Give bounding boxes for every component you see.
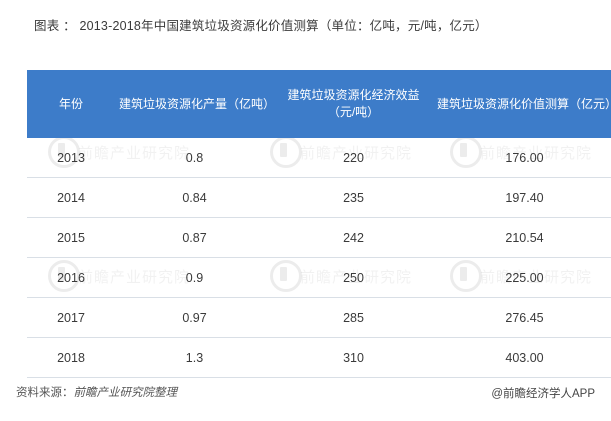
- table-row: 2015 0.87 242 210.54: [27, 217, 611, 258]
- caption-text: 2013-2018年中国建筑垃圾资源化价值测算（单位：亿吨，元/吨，亿元）: [79, 19, 488, 33]
- cell-output: 0.9: [115, 257, 274, 298]
- cell-value: 197.40: [433, 177, 611, 218]
- chart-caption: 图表 ： 2013-2018年中国建筑垃圾资源化价值测算（单位：亿吨，元/吨，亿…: [34, 16, 594, 36]
- table-header: 年份 建筑垃圾资源化产量（亿吨） 建筑垃圾资源化经济效益（元/吨） 建筑垃圾资源…: [27, 70, 611, 138]
- table-row: 2017 0.97 285 276.45: [27, 297, 611, 338]
- table-row: 2018 1.3 310 403.00: [27, 337, 611, 378]
- cell-value: 225.00: [433, 257, 611, 298]
- cell-benefit: 285: [274, 297, 433, 338]
- cell-benefit: 242: [274, 217, 433, 258]
- cell-value: 403.00: [433, 337, 611, 378]
- cell-output: 1.3: [115, 337, 274, 378]
- column-header-output: 建筑垃圾资源化产量（亿吨）: [115, 70, 275, 138]
- source-label: 资料来源：: [16, 387, 74, 399]
- table-header-row: 年份 建筑垃圾资源化产量（亿吨） 建筑垃圾资源化经济效益（元/吨） 建筑垃圾资源…: [27, 70, 611, 138]
- source-note: 资料来源：前瞻产业研究院整理: [16, 384, 177, 400]
- cell-value: 276.45: [433, 297, 611, 338]
- cell-output: 0.8: [115, 138, 274, 178]
- table-row: 2016 0.9 250 225.00: [27, 257, 611, 298]
- cell-year: 2013: [27, 138, 115, 178]
- caption-label: 图表 ：: [34, 19, 76, 33]
- cell-output: 0.97: [115, 297, 274, 338]
- cell-year: 2017: [27, 297, 115, 338]
- data-table-container: 年份 建筑垃圾资源化产量（亿吨） 建筑垃圾资源化经济效益（元/吨） 建筑垃圾资源…: [27, 70, 611, 378]
- source-text: 前瞻产业研究院整理: [73, 387, 178, 399]
- table-body: 2013 0.8 220 176.00 2014 0.84 235 197.40…: [27, 138, 611, 378]
- cell-year: 2016: [27, 257, 115, 298]
- column-header-value: 建筑垃圾资源化价值测算（亿元）: [433, 70, 611, 138]
- cell-year: 2015: [27, 217, 115, 258]
- table-row: 2013 0.8 220 176.00: [27, 138, 611, 178]
- cell-output: 0.87: [115, 217, 274, 258]
- cell-benefit: 310: [274, 337, 433, 378]
- cell-year: 2018: [27, 337, 115, 378]
- data-table: 年份 建筑垃圾资源化产量（亿吨） 建筑垃圾资源化经济效益（元/吨） 建筑垃圾资源…: [27, 70, 611, 378]
- column-header-year: 年份: [27, 70, 115, 138]
- cell-benefit: 250: [274, 257, 433, 298]
- cell-value: 210.54: [433, 217, 611, 258]
- cell-output: 0.84: [115, 177, 274, 218]
- column-header-benefit: 建筑垃圾资源化经济效益（元/吨）: [274, 70, 433, 138]
- brand-credit: @前瞻经济学人APP: [491, 388, 595, 400]
- cell-benefit: 220: [274, 138, 433, 178]
- cell-year: 2014: [27, 177, 115, 218]
- cell-benefit: 235: [274, 177, 433, 218]
- cell-value: 176.00: [433, 138, 611, 178]
- table-row: 2014 0.84 235 197.40: [27, 177, 611, 218]
